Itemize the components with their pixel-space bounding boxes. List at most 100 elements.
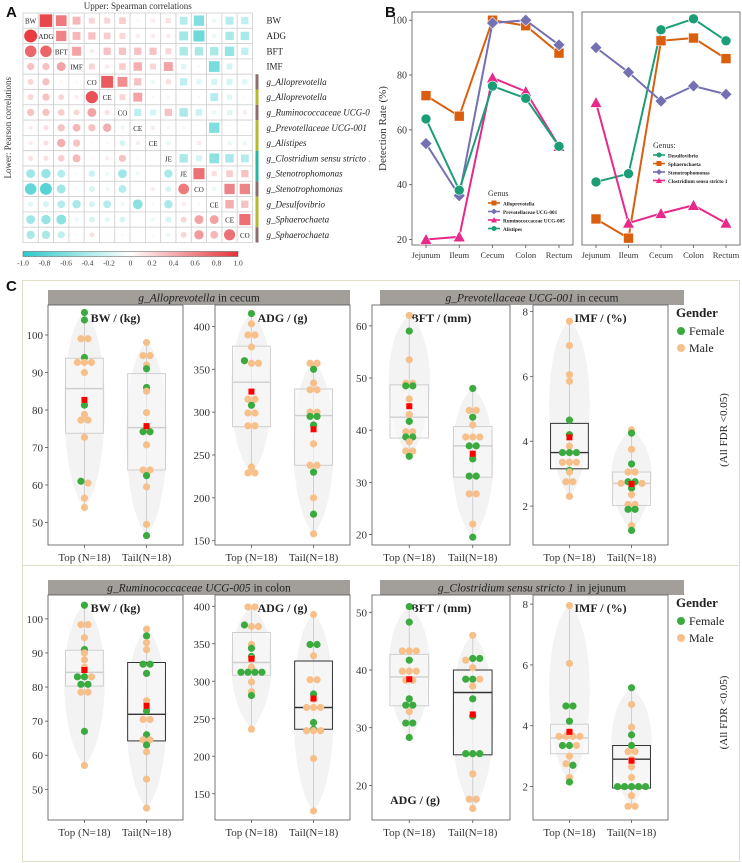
pearson-circle [120, 202, 125, 207]
y-tick-label: 40 [356, 425, 368, 437]
male-dot [572, 458, 581, 466]
male-dot [405, 395, 413, 403]
y-tick-label: 90 [32, 368, 44, 380]
male-dot [139, 736, 147, 744]
female-dot [244, 668, 252, 676]
pearson-circle [28, 125, 33, 130]
pearson-circle [43, 140, 49, 146]
heatmap-row-label: BW [267, 16, 282, 26]
series-prevotellaceae-ucg-001 [419, 13, 566, 203]
male-dot [631, 747, 639, 756]
x-tick-label: Top (N=18) [225, 827, 278, 839]
spearman-square [105, 64, 110, 69]
female-dot [469, 533, 477, 541]
heatmap-row-label: g_Sphaerochaeta [267, 230, 330, 240]
male-dot [142, 338, 151, 347]
male-dot [77, 335, 85, 343]
data-point [686, 198, 701, 211]
data-point [589, 95, 603, 108]
mean-marker [248, 655, 255, 662]
data-point [420, 90, 432, 101]
mean-marker [310, 426, 317, 433]
pearson-circle [117, 169, 127, 179]
legend-label: Desulfovibrio [668, 154, 698, 160]
legend-label: Alistipes [503, 227, 522, 233]
spearman-square [134, 108, 142, 117]
y-tick-label: 60 [397, 125, 407, 136]
y-tick-label: 100 [27, 614, 44, 626]
data-point [452, 230, 466, 243]
data-point [623, 232, 634, 244]
male-dot [565, 492, 574, 500]
data-point [419, 137, 433, 151]
female-dot [405, 417, 413, 425]
y-tick-label: 250 [194, 450, 211, 462]
pearson-circle [57, 109, 65, 116]
legend-marker [656, 169, 662, 175]
heatmap-diag-label: JE [180, 171, 187, 179]
pearson-circle [26, 230, 35, 240]
pearson-circle [120, 125, 125, 130]
female-dot [627, 741, 636, 750]
male-dot [469, 433, 477, 441]
data-point [687, 79, 700, 93]
male-dot [409, 447, 417, 455]
spearman-square [239, 213, 251, 226]
colorbar [22, 251, 239, 257]
female-dot [240, 621, 249, 629]
male-dot [244, 395, 252, 403]
spearman-square [150, 18, 156, 23]
male-dot [251, 409, 259, 417]
female-dot [565, 416, 574, 424]
female-dot [402, 701, 410, 709]
male-dot [313, 676, 321, 684]
legend: Genus Alloprevotella Prevotellaceae UCG-00… [488, 189, 565, 233]
female-dot [558, 741, 567, 750]
male-dot [302, 703, 311, 712]
male-dot [77, 688, 85, 696]
pearson-circle [119, 216, 126, 223]
male-dot [398, 647, 406, 655]
male-dot [472, 406, 480, 414]
data-point [590, 213, 602, 225]
spearman-square [241, 200, 249, 208]
male-dot [469, 520, 477, 528]
female-dot [306, 412, 314, 421]
heatmap-row-label: g_Stenotrophomonas [267, 184, 344, 194]
spearman-square [242, 140, 247, 146]
heatmap-cell [175, 89, 192, 106]
heatmap-diag-label: BFT [55, 48, 69, 56]
pearson-circle [75, 233, 79, 237]
heatmap-cell [236, 119, 253, 136]
plot-title: IMF / (%) [574, 601, 626, 615]
spearman-square [208, 61, 220, 72]
spearman-square [151, 95, 155, 99]
plot-title: BW / (kg) [91, 311, 141, 325]
male-dot [244, 409, 252, 417]
pearson-circle [24, 183, 37, 195]
spearman-square [119, 94, 126, 101]
plot-title: BFT / (mm) [411, 311, 471, 325]
series-alistipes [420, 80, 565, 196]
mean-marker [628, 481, 635, 488]
data-point [486, 16, 499, 30]
spearman-square [225, 31, 234, 41]
heatmap-row-label: g_Desulfovibrio [267, 199, 326, 209]
spearman-square [226, 109, 233, 116]
legend-marker [491, 226, 497, 231]
data-point [487, 80, 498, 92]
male-dot [555, 732, 563, 740]
tissue-segment-bar [255, 89, 259, 105]
heatmap-row-label: g_Ruminococcaceae UCG-005 [267, 107, 371, 117]
pearson-circle [26, 215, 36, 225]
heatmap-row-label: g_Sphaerochaeta [267, 215, 330, 225]
male-dot [306, 359, 314, 367]
spearman-square [194, 47, 204, 56]
male-dot [465, 795, 473, 803]
male-dot [309, 530, 318, 538]
female-dot [405, 452, 413, 460]
pearson-circle [42, 108, 50, 117]
facet-strip [48, 580, 350, 595]
spearman-square [150, 79, 156, 84]
y-tick-label: 4 [523, 436, 529, 448]
